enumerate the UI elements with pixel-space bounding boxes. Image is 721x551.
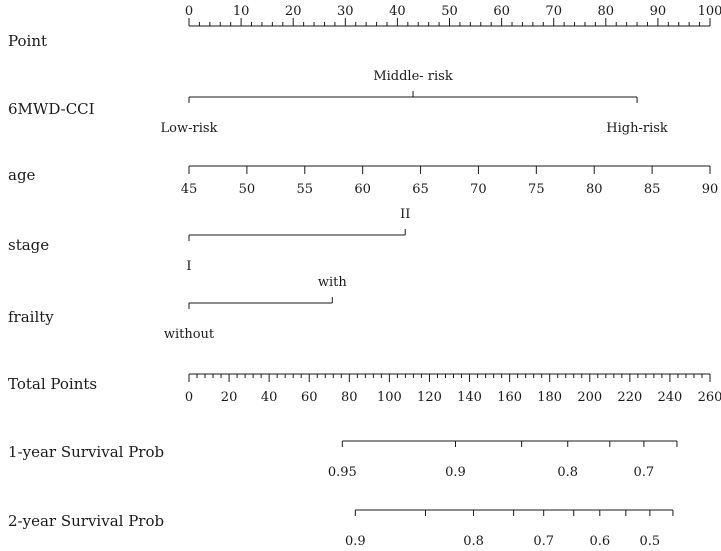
total-points-tick-label: 120 xyxy=(417,390,442,405)
age-tick-label: 45 xyxy=(181,182,198,197)
sixmwd-cci-label: 6MWD-CCI xyxy=(8,100,95,118)
sixmwd-cci-category-label: Low-risk xyxy=(161,121,218,136)
survival-1yr-label: 1-year Survival Prob xyxy=(8,443,164,461)
frailty-label: frailty xyxy=(8,308,54,326)
total-points-tick-label: 40 xyxy=(261,390,278,405)
age-tick-label: 75 xyxy=(528,182,545,197)
total-points-tick-label: 260 xyxy=(698,390,721,405)
survival-1yr-tick-label: 0.7 xyxy=(634,465,655,480)
total-points-tick-label: 20 xyxy=(221,390,238,405)
survival-2yr-tick-label: 0.8 xyxy=(463,534,484,549)
total-points-tick-label: 220 xyxy=(617,390,642,405)
total-points-tick-label: 100 xyxy=(377,390,402,405)
total-points-tick-label: 240 xyxy=(658,390,683,405)
sixmwd-cci-category-label: Middle- risk xyxy=(373,69,453,84)
age-tick-label: 65 xyxy=(412,182,429,197)
total-points-label: Total Points xyxy=(8,375,97,393)
points-tick-label: 0 xyxy=(185,4,193,19)
age-tick-label: 60 xyxy=(354,182,371,197)
age-tick-label: 80 xyxy=(586,182,603,197)
survival-2yr-label: 2-year Survival Prob xyxy=(8,512,164,530)
survival-2yr-tick-label: 0.7 xyxy=(533,534,554,549)
points-tick-label: 70 xyxy=(545,4,562,19)
points-label: Point xyxy=(8,32,47,50)
stage-label: stage xyxy=(8,236,49,254)
age-label: age xyxy=(8,166,36,184)
stage-category-label: II xyxy=(400,207,410,222)
points-tick-label: 60 xyxy=(493,4,510,19)
age-tick-label: 50 xyxy=(239,182,256,197)
survival-2yr-tick-label: 0.5 xyxy=(640,534,661,549)
points-tick-label: 30 xyxy=(337,4,354,19)
points-tick-label: 10 xyxy=(233,4,250,19)
age-tick-label: 85 xyxy=(644,182,661,197)
points-tick-label: 80 xyxy=(598,4,615,19)
points-tick-label: 20 xyxy=(285,4,302,19)
points-tick-label: 100 xyxy=(698,4,721,19)
total-points-tick-label: 160 xyxy=(497,390,522,405)
points-tick-label: 40 xyxy=(389,4,406,19)
age-tick-label: 55 xyxy=(297,182,314,197)
survival-2yr-tick-label: 0.6 xyxy=(589,534,610,549)
points-tick-label: 90 xyxy=(650,4,667,19)
total-points-tick-label: 0 xyxy=(185,390,193,405)
age-tick-label: 70 xyxy=(470,182,487,197)
survival-2yr-tick-label: 0.9 xyxy=(345,534,366,549)
sixmwd-cci-category-label: High-risk xyxy=(606,121,668,136)
survival-1yr-tick-label: 0.95 xyxy=(328,465,357,480)
total-points-tick-label: 140 xyxy=(457,390,482,405)
survival-1yr-tick-label: 0.8 xyxy=(557,465,578,480)
total-points-tick-label: 180 xyxy=(537,390,562,405)
age-tick-label: 90 xyxy=(702,182,719,197)
total-points-tick-label: 200 xyxy=(577,390,602,405)
stage-category-label: I xyxy=(186,259,191,274)
survival-1yr-tick-label: 0.9 xyxy=(445,465,466,480)
total-points-tick-label: 60 xyxy=(301,390,318,405)
frailty-category-label: with xyxy=(318,275,348,290)
points-tick-label: 50 xyxy=(441,4,458,19)
total-points-tick-label: 80 xyxy=(341,390,358,405)
frailty-category-label: without xyxy=(164,327,215,342)
